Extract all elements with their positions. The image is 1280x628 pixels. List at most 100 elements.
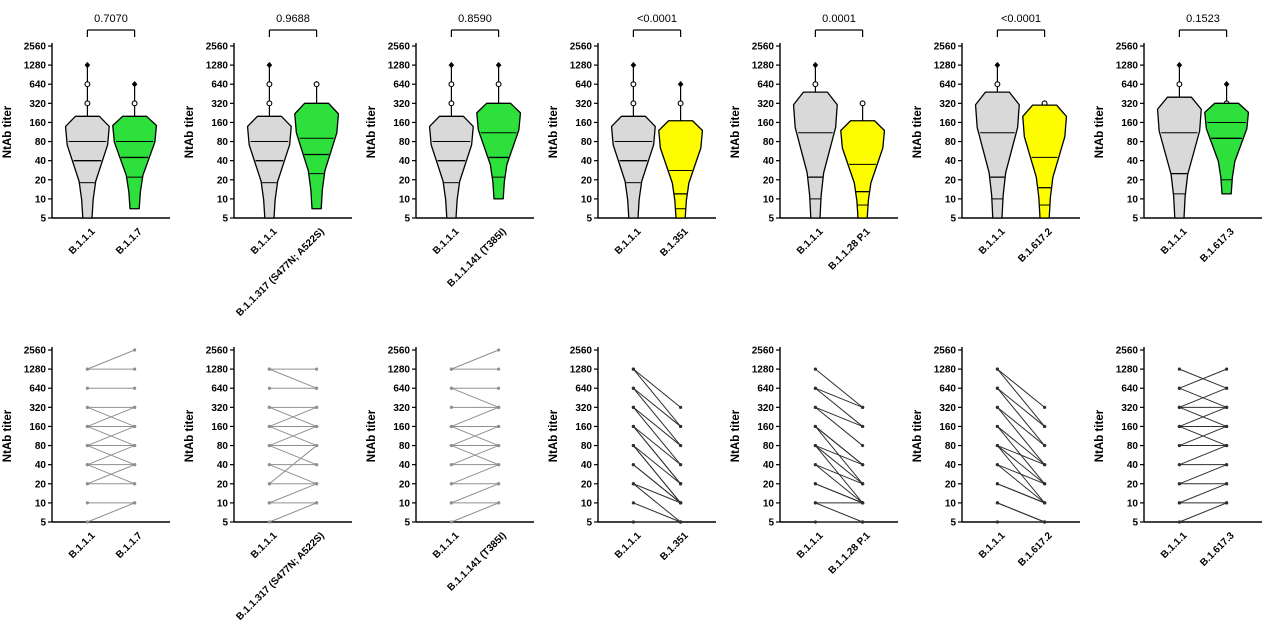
svg-text:1280: 1280 (934, 365, 957, 376)
svg-text:640: 640 (757, 80, 774, 91)
svg-text:B.1.617.2: B.1.617.2 (1016, 226, 1055, 265)
svg-text:40: 40 (763, 460, 775, 471)
svg-text:0.8590: 0.8590 (458, 13, 492, 25)
svg-text:160: 160 (939, 118, 956, 129)
svg-text:640: 640 (757, 384, 774, 395)
svg-text:1280: 1280 (388, 365, 411, 376)
svg-text:1280: 1280 (206, 61, 229, 72)
svg-text:NtAb titer: NtAb titer (1094, 105, 1106, 158)
svg-text:10: 10 (217, 498, 229, 509)
svg-text:1280: 1280 (1116, 61, 1139, 72)
violin-chart: 5 10 20 40 80 160 320 640 1280 2560 NtAb titer <0.0… (548, 13, 716, 259)
svg-text:NtAb titer: NtAb titer (366, 409, 378, 462)
svg-text:20: 20 (581, 175, 593, 186)
paired-panel-b16173: 5 10 20 40 80 160 320 640 1280 2560 NtAb titer B.1.… (1092, 330, 1274, 628)
svg-text:5: 5 (768, 214, 774, 225)
svg-text:<0.0001: <0.0001 (1001, 13, 1041, 25)
svg-text:10: 10 (1127, 498, 1139, 509)
svg-text:20: 20 (763, 175, 775, 186)
svg-text:40: 40 (35, 460, 47, 471)
svg-text:5: 5 (950, 518, 956, 529)
svg-text:80: 80 (399, 137, 411, 148)
paired-line-chart: 5 10 20 40 80 160 320 640 1280 2560 NtAb titer B.1.… (2, 346, 170, 561)
svg-text:B.1.1.317 (S477N; A522S): B.1.1.317 (S477N; A522S) (234, 530, 326, 622)
svg-text:0.7070: 0.7070 (94, 13, 128, 25)
violin-panel-b117: 5 10 20 40 80 160 320 640 1280 2560 NtAb titer 0.70… (0, 0, 182, 330)
svg-text:20: 20 (399, 479, 411, 490)
svg-text:5: 5 (1132, 214, 1138, 225)
violin-chart: 5 10 20 40 80 160 320 640 1280 2560 NtAb titer 0.85… (366, 13, 534, 290)
svg-text:B.1.1.7: B.1.1.7 (114, 530, 145, 561)
svg-text:2560: 2560 (752, 346, 775, 357)
svg-text:5: 5 (40, 214, 46, 225)
svg-text:80: 80 (1127, 137, 1139, 148)
violin-panel-b16173: 5 10 20 40 80 160 320 640 1280 2560 NtAb titer 0.15… (1092, 0, 1274, 330)
svg-text:20: 20 (581, 479, 593, 490)
violin-chart: 5 10 20 40 80 160 320 640 1280 2560 NtAb titer <0.0… (912, 13, 1080, 265)
svg-text:B.1.351: B.1.351 (658, 530, 691, 563)
svg-text:160: 160 (939, 422, 956, 433)
svg-text:NtAb titer: NtAb titer (548, 105, 560, 158)
svg-text:10: 10 (217, 194, 229, 205)
svg-text:20: 20 (217, 175, 229, 186)
svg-text:640: 640 (393, 80, 410, 91)
svg-text:1280: 1280 (388, 61, 411, 72)
svg-text:160: 160 (211, 422, 228, 433)
svg-text:20: 20 (217, 479, 229, 490)
svg-text:B.1.1.1: B.1.1.1 (795, 530, 826, 561)
svg-text:80: 80 (399, 441, 411, 452)
svg-text:10: 10 (763, 194, 775, 205)
svg-text:40: 40 (1127, 460, 1139, 471)
svg-text:2560: 2560 (388, 346, 411, 357)
svg-text:40: 40 (399, 156, 411, 167)
svg-text:160: 160 (211, 118, 228, 129)
svg-text:0.9688: 0.9688 (276, 13, 310, 25)
svg-text:1280: 1280 (24, 365, 47, 376)
svg-text:320: 320 (1121, 99, 1138, 110)
svg-text:80: 80 (763, 441, 775, 452)
svg-text:80: 80 (945, 137, 957, 148)
svg-text:320: 320 (939, 99, 956, 110)
svg-text:20: 20 (35, 175, 47, 186)
paired-line-chart: 5 10 20 40 80 160 320 640 1280 2560 NtAb titer B.1.… (1094, 346, 1262, 569)
svg-text:320: 320 (757, 99, 774, 110)
svg-text:B.1.1.1: B.1.1.1 (977, 226, 1008, 257)
svg-text:5: 5 (404, 518, 410, 529)
svg-text:NtAb titer: NtAb titer (366, 105, 378, 158)
svg-text:B.1.1.28 P.1: B.1.1.28 P.1 (827, 226, 873, 272)
svg-text:640: 640 (939, 384, 956, 395)
svg-text:<0.0001: <0.0001 (637, 13, 677, 25)
svg-text:2560: 2560 (388, 42, 411, 53)
svg-text:320: 320 (211, 99, 228, 110)
svg-text:40: 40 (35, 156, 47, 167)
svg-text:320: 320 (757, 403, 774, 414)
svg-text:1280: 1280 (24, 61, 47, 72)
violin-panel-b11141: 5 10 20 40 80 160 320 640 1280 2560 NtAb titer 0.85… (364, 0, 546, 330)
svg-text:40: 40 (945, 156, 957, 167)
svg-text:80: 80 (581, 441, 593, 452)
svg-text:1280: 1280 (934, 61, 957, 72)
svg-text:5: 5 (404, 214, 410, 225)
svg-text:2560: 2560 (1116, 346, 1139, 357)
svg-text:40: 40 (581, 156, 593, 167)
svg-text:40: 40 (217, 156, 229, 167)
svg-text:640: 640 (211, 80, 228, 91)
svg-text:40: 40 (1127, 156, 1139, 167)
svg-text:5: 5 (586, 518, 592, 529)
svg-text:10: 10 (945, 498, 957, 509)
svg-text:10: 10 (35, 498, 47, 509)
svg-text:320: 320 (393, 99, 410, 110)
svg-text:B.1.1.1: B.1.1.1 (67, 226, 98, 257)
paired-panel-b1351: 5 10 20 40 80 160 320 640 1280 2560 NtAb titer B.1.… (546, 330, 728, 628)
paired-line-chart: 5 10 20 40 80 160 320 640 1280 2560 NtAb titer B.1.… (912, 346, 1080, 569)
svg-text:B.1.1.1: B.1.1.1 (431, 226, 462, 257)
svg-text:0.0001: 0.0001 (822, 13, 856, 25)
svg-text:640: 640 (1121, 384, 1138, 395)
svg-text:NtAb titer: NtAb titer (184, 409, 196, 462)
svg-text:B.1.1.1: B.1.1.1 (795, 226, 826, 257)
svg-text:640: 640 (29, 80, 46, 91)
svg-text:10: 10 (1127, 194, 1139, 205)
svg-text:5: 5 (768, 518, 774, 529)
svg-text:20: 20 (1127, 479, 1139, 490)
